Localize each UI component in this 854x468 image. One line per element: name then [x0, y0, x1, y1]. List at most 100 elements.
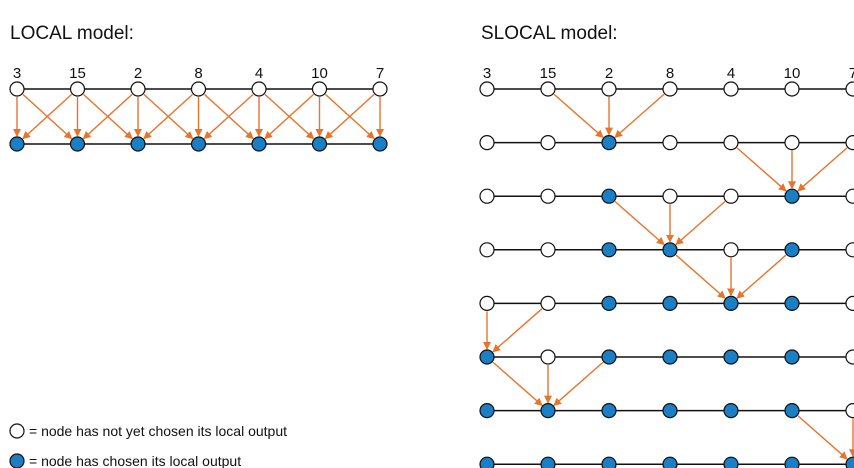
slocal-node-r7-c3-chosen: [662, 456, 678, 468]
slocal-node-r1-c6-unchosen: [845, 135, 854, 151]
slocal-node-r2-c2-chosen: [601, 188, 617, 204]
slocal-node-r2-c3-unchosen: [662, 188, 678, 204]
slocal-node-r4-c5-chosen: [784, 295, 800, 311]
slocal-node-r2-c5-chosen: [784, 188, 800, 204]
local-node-r0-c1-unchosen: [69, 81, 86, 97]
local-id-label-2: 2: [134, 65, 142, 82]
slocal-node-r4-c6-unchosen: [845, 295, 854, 311]
slocal-node-r3-c1-unchosen: [540, 242, 556, 258]
slocal-node-r0-c1-unchosen: [540, 81, 556, 97]
slocal-arrow-13: [492, 308, 543, 353]
slocal-model-diagram: 3 15 2 8 4 10 7: [479, 65, 854, 468]
slocal-node-r0-c2-unchosen: [601, 81, 617, 97]
slocal-id-label-3: 8: [666, 65, 674, 82]
slocal-node-r1-c2-chosen: [601, 135, 617, 151]
slocal-node-r6-c6-unchosen: [845, 403, 854, 419]
slocal-arrow-0: [553, 93, 604, 138]
slocal-node-r3-c3-chosen: [662, 242, 678, 258]
slocal-node-r7-c1-chosen: [540, 456, 556, 468]
slocal-id-label-0: 3: [483, 65, 491, 82]
local-node-r0-c2-unchosen: [130, 81, 146, 97]
slocal-node-r6-c2-chosen: [601, 403, 617, 419]
slocal-node-r3-c0-unchosen: [479, 242, 495, 258]
local-node-r1-c1-chosen: [69, 136, 86, 152]
slocal-node-r3-c6-unchosen: [845, 242, 854, 258]
slocal-arrow-8: [675, 200, 726, 246]
slocal-node-r3-c2-chosen: [601, 242, 617, 258]
local-node-r0-c5-unchosen: [311, 81, 328, 97]
slocal-node-r1-c5-unchosen: [784, 135, 800, 151]
local-id-label-3: 8: [194, 65, 202, 82]
slocal-node-r7-c4-chosen: [723, 456, 739, 468]
local-id-label-1: 15: [69, 65, 86, 82]
slocal-node-r6-c5-chosen: [784, 403, 800, 419]
legend-unchosen-node-icon: [9, 423, 25, 439]
slocal-node-r5-c6-unchosen: [845, 349, 854, 365]
slocal-arrow-5: [797, 147, 848, 192]
local-arrow-17: [324, 93, 375, 140]
slocal-node-r1-c4-unchosen: [723, 135, 739, 151]
slocal-node-r6-c1-chosen: [540, 403, 556, 419]
slocal-arrow-17: [797, 415, 848, 460]
slocal-node-r2-c4-unchosen: [723, 188, 739, 204]
slocal-node-r0-c4-unchosen: [723, 81, 739, 97]
slocal-arrow-6: [614, 200, 665, 246]
slocal-node-r7-c2-chosen: [601, 456, 617, 468]
local-node-r1-c3-chosen: [190, 136, 207, 152]
local-arrow-14: [264, 93, 315, 140]
legend-chosen-node-icon: [9, 453, 25, 468]
slocal-node-r1-c1-unchosen: [540, 135, 556, 151]
slocal-node-r2-c0-unchosen: [479, 188, 495, 204]
local-arrow-5: [82, 93, 133, 140]
slocal-node-r6-c0-chosen: [479, 403, 495, 419]
local-arrow-8: [143, 93, 194, 140]
slocal-id-label-4: 4: [727, 65, 735, 82]
slocal-node-r7-c6-chosen: [845, 456, 854, 468]
slocal-node-r6-c4-chosen: [723, 403, 739, 419]
local-id-label-5: 10: [311, 65, 328, 82]
local-node-r1-c5-chosen: [311, 136, 328, 152]
local-model-title: LOCAL model:: [10, 23, 134, 44]
local-node-r1-c6-chosen: [372, 136, 388, 152]
slocal-node-r5-c1-unchosen: [540, 349, 556, 365]
slocal-node-r2-c1-unchosen: [540, 188, 556, 204]
slocal-model-title: SLOCAL model:: [481, 23, 618, 44]
slocal-node-r5-c5-chosen: [784, 349, 800, 365]
local-node-r0-c6-unchosen: [372, 81, 388, 97]
local-arrow-11: [203, 93, 254, 140]
local-node-r1-c0-chosen: [9, 136, 25, 152]
slocal-id-label-5: 10: [784, 65, 801, 82]
local-node-r1-c2-chosen: [130, 136, 146, 152]
slocal-node-r4-c2-chosen: [601, 295, 617, 311]
slocal-arrow-3: [736, 147, 787, 192]
local-node-r1-c4-chosen: [251, 136, 267, 152]
local-id-label-4: 4: [255, 65, 263, 82]
legend-chosen-text: = node has chosen its local output: [29, 453, 241, 468]
slocal-arrow-2: [614, 93, 665, 138]
local-model-diagram: 3 15 2 8 4 10 7: [9, 65, 388, 152]
local-node-r0-c4-unchosen: [251, 81, 267, 97]
slocal-id-label-6: 7: [849, 65, 854, 82]
slocal-node-r6-c3-chosen: [662, 403, 678, 419]
slocal-id-label-1: 15: [540, 65, 557, 82]
slocal-node-r7-c5-chosen: [784, 456, 800, 468]
slocal-node-r5-c0-chosen: [479, 349, 495, 365]
slocal-node-r0-c6-unchosen: [845, 81, 854, 97]
local-node-r0-c3-unchosen: [190, 81, 207, 97]
slocal-node-r5-c3-chosen: [662, 349, 678, 365]
slocal-id-label-2: 2: [605, 65, 613, 82]
slocal-node-r4-c4-chosen: [723, 295, 739, 311]
slocal-node-r1-c0-unchosen: [479, 135, 495, 151]
slocal-node-r1-c3-unchosen: [662, 135, 678, 151]
slocal-node-r0-c5-unchosen: [784, 81, 800, 97]
local-id-label-0: 3: [13, 65, 21, 82]
slocal-node-r4-c3-chosen: [662, 295, 678, 311]
legend-unchosen-text: = node has not yet chosen its local outp…: [29, 423, 287, 439]
slocal-arrow-11: [736, 254, 787, 299]
local-id-label-6: 7: [376, 65, 384, 82]
slocal-node-r7-c0-chosen: [479, 456, 495, 468]
slocal-node-r3-c5-chosen: [784, 242, 800, 258]
slocal-node-r5-c2-chosen: [601, 349, 617, 365]
slocal-arrow-9: [675, 254, 726, 299]
